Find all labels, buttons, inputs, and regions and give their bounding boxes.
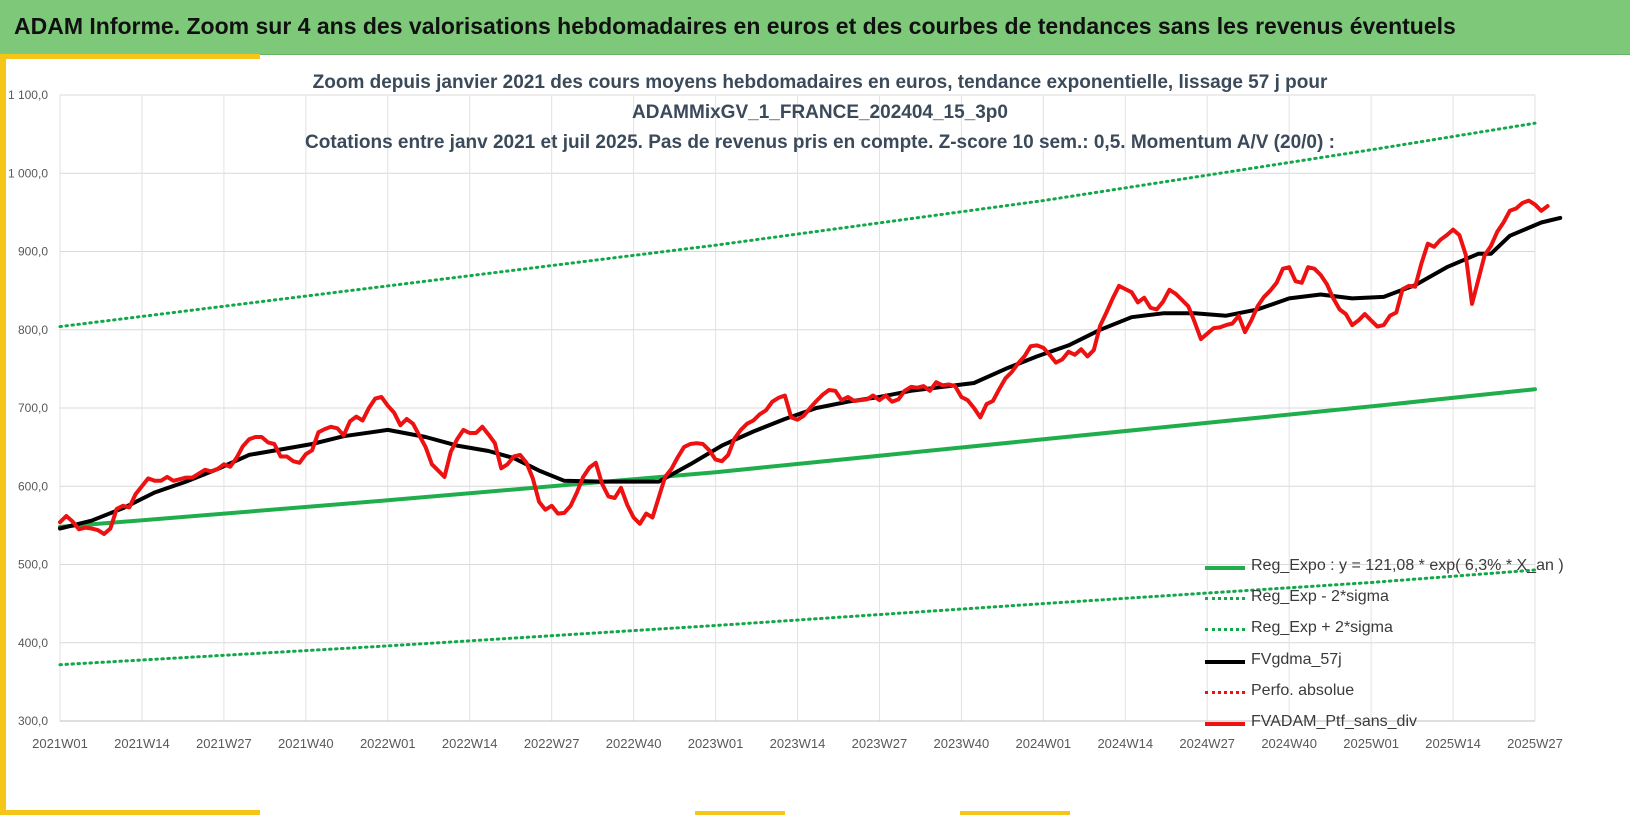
series-line-reg-exp-2-sigma (58, 121, 1537, 329)
legend-swatch (1205, 721, 1245, 726)
legend-label: Reg_Exp - 2*sigma (1251, 588, 1389, 606)
axis-labels: 300,0 400,0 500,0 600,0 700,0 800,0 900,0 1 000… (8, 88, 1563, 751)
accent-edge-bottom-right (960, 811, 1070, 815)
accent-edge-top (0, 54, 260, 59)
legend-swatch (1205, 566, 1245, 570)
series-line-fvadam-ptf-sans-div (58, 198, 1550, 536)
series-line-reg-exp-2-sigma (58, 568, 1537, 667)
chart-title-line-2: ADAMMixGV_1_FRANCE_202404_15_3p0 (632, 102, 1008, 123)
x-tick-label: 2023W27 (852, 736, 908, 751)
y-tick-label: 300,0 (18, 714, 48, 728)
accent-edge-left (0, 54, 6, 815)
x-tick-label: 2023W01 (688, 736, 744, 751)
x-tick-label: 2021W01 (32, 736, 88, 751)
accent-edge-bottom-mid (695, 811, 785, 815)
legend-label: Reg_Exp + 2*sigma (1251, 619, 1393, 637)
x-tick-label: 2024W01 (1016, 736, 1072, 751)
banner-title: ADAM Informe. Zoom sur 4 ans des valoris… (14, 13, 1456, 39)
y-tick-label: 700,0 (18, 401, 48, 415)
x-tick-label: 2022W27 (524, 736, 580, 751)
legend-label: Perfo. absolue (1251, 681, 1355, 699)
legend-swatch (1205, 597, 1245, 601)
x-tick-label: 2025W14 (1425, 736, 1481, 751)
legend-label: FVADAM_Ptf_sans_div (1251, 712, 1417, 730)
x-tick-label: 2021W40 (278, 736, 334, 751)
legend-label: Reg_Expo : y = 121,08 * exp( 6,3% * X_an… (1251, 557, 1564, 574)
chart-title-line-3: Cotations entre janv 2021 et juil 2025. … (305, 132, 1335, 153)
accent-edge-bottom (0, 810, 260, 815)
legend-swatch (1205, 659, 1245, 664)
series-line-reg-expo-y-121-08-exp-6-3-x-an- (58, 387, 1537, 529)
header-banner: ADAM Informe. Zoom sur 4 ans des valoris… (0, 0, 1630, 55)
x-tick-label: 2024W14 (1097, 736, 1153, 751)
y-tick-label: 500,0 (18, 558, 48, 572)
series-line-fvgdma-57j (58, 215, 1563, 531)
x-tick-label: 2021W27 (196, 736, 252, 751)
x-tick-label: 2023W14 (770, 736, 826, 751)
x-tick-label: 2022W14 (442, 736, 498, 751)
x-tick-label: 2023W40 (934, 736, 990, 751)
y-tick-label: 400,0 (18, 636, 48, 650)
y-tick-label: 1 100,0 (8, 88, 48, 102)
x-tick-label: 2022W01 (360, 736, 416, 751)
grid-lines (59, 94, 1536, 722)
x-tick-label: 2024W40 (1261, 736, 1317, 751)
legend-label: FVgdma_57j (1251, 650, 1342, 668)
legend-swatch (1205, 690, 1245, 694)
x-tick-label: 2025W01 (1343, 736, 1399, 751)
series-lines (58, 121, 1563, 667)
y-tick-label: 900,0 (18, 245, 48, 259)
legend-swatch (1205, 628, 1245, 632)
x-tick-label: 2024W27 (1179, 736, 1235, 751)
y-tick-label: 600,0 (18, 479, 48, 493)
x-tick-label: 2022W40 (606, 736, 662, 751)
y-tick-label: 800,0 (18, 323, 48, 337)
x-tick-label: 2021W14 (114, 736, 170, 751)
chart-title-line-1: Zoom depuis janvier 2021 des cours moyen… (312, 72, 1328, 93)
y-tick-label: 1 000,0 (8, 166, 48, 180)
x-tick-label: 2025W27 (1507, 736, 1563, 751)
